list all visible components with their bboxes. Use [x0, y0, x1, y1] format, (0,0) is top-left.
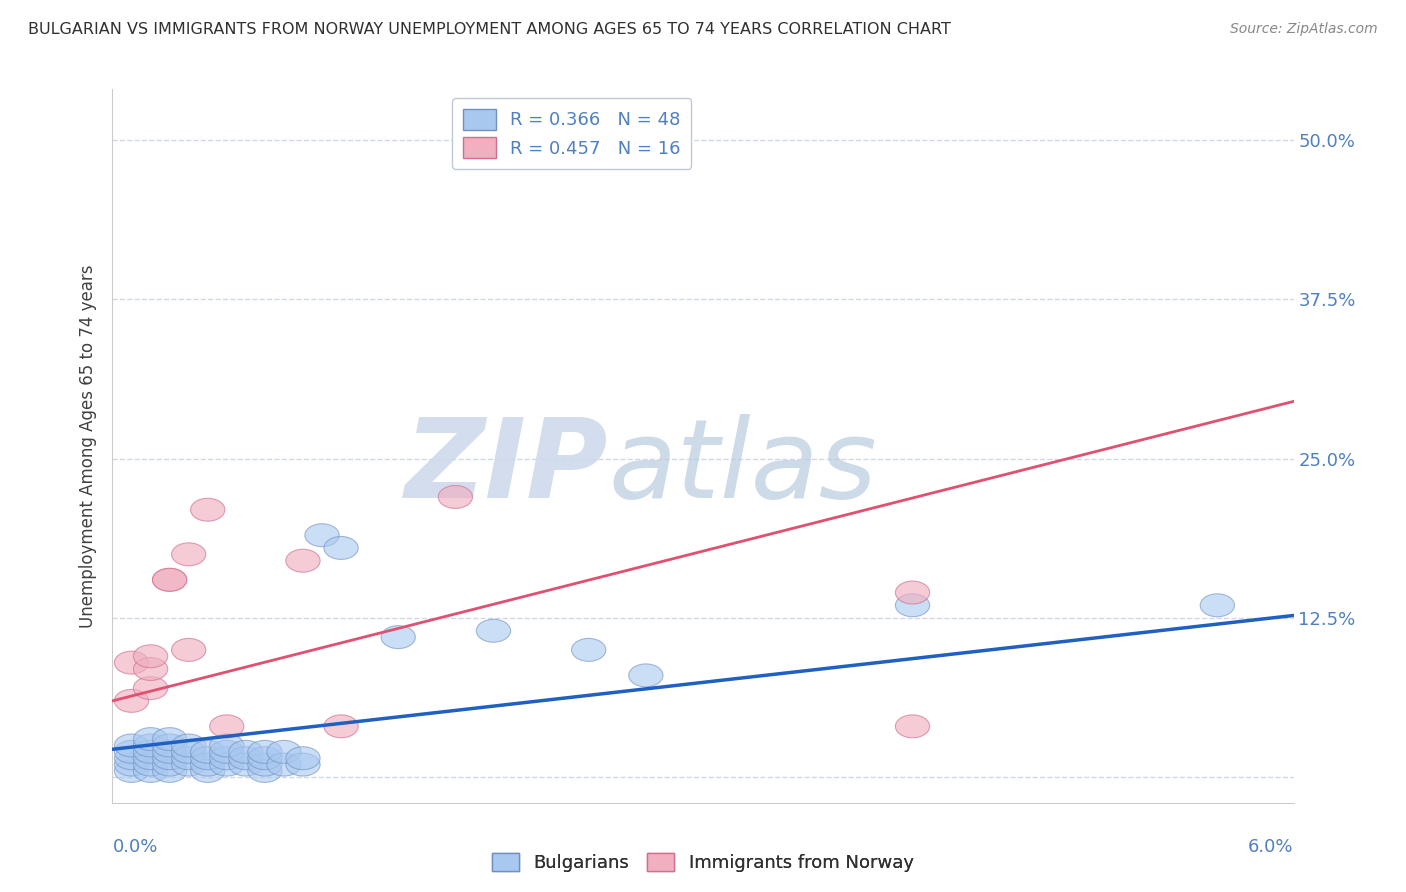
Ellipse shape	[134, 677, 167, 699]
Ellipse shape	[172, 639, 205, 661]
Ellipse shape	[152, 747, 187, 770]
Ellipse shape	[209, 747, 243, 770]
Ellipse shape	[114, 734, 149, 757]
Ellipse shape	[267, 753, 301, 776]
Ellipse shape	[305, 524, 339, 547]
Ellipse shape	[209, 740, 243, 764]
Text: BULGARIAN VS IMMIGRANTS FROM NORWAY UNEMPLOYMENT AMONG AGES 65 TO 74 YEARS CORRE: BULGARIAN VS IMMIGRANTS FROM NORWAY UNEM…	[28, 22, 950, 37]
Text: Source: ZipAtlas.com: Source: ZipAtlas.com	[1230, 22, 1378, 37]
Ellipse shape	[1201, 594, 1234, 616]
Ellipse shape	[152, 753, 187, 776]
Ellipse shape	[209, 734, 243, 757]
Y-axis label: Unemployment Among Ages 65 to 74 years: Unemployment Among Ages 65 to 74 years	[79, 264, 97, 628]
Ellipse shape	[114, 747, 149, 770]
Ellipse shape	[285, 549, 321, 572]
Ellipse shape	[172, 747, 205, 770]
Ellipse shape	[229, 753, 263, 776]
Ellipse shape	[896, 594, 929, 616]
Ellipse shape	[191, 499, 225, 521]
Ellipse shape	[172, 734, 205, 757]
Ellipse shape	[152, 759, 187, 782]
Ellipse shape	[134, 753, 167, 776]
Ellipse shape	[114, 740, 149, 764]
Ellipse shape	[114, 759, 149, 782]
Ellipse shape	[896, 581, 929, 604]
Ellipse shape	[381, 625, 415, 648]
Ellipse shape	[323, 714, 359, 738]
Ellipse shape	[477, 619, 510, 642]
Ellipse shape	[191, 753, 225, 776]
Text: 6.0%: 6.0%	[1249, 838, 1294, 856]
Ellipse shape	[134, 747, 167, 770]
Ellipse shape	[267, 740, 301, 764]
Legend: Bulgarians, Immigrants from Norway: Bulgarians, Immigrants from Norway	[485, 846, 921, 880]
Ellipse shape	[572, 639, 606, 661]
Ellipse shape	[439, 485, 472, 508]
Text: ZIP: ZIP	[405, 414, 609, 521]
Ellipse shape	[114, 753, 149, 776]
Ellipse shape	[134, 728, 167, 750]
Ellipse shape	[247, 753, 283, 776]
Ellipse shape	[134, 759, 167, 782]
Ellipse shape	[152, 740, 187, 764]
Ellipse shape	[209, 714, 243, 738]
Ellipse shape	[172, 740, 205, 764]
Ellipse shape	[229, 740, 263, 764]
Ellipse shape	[152, 568, 187, 591]
Ellipse shape	[172, 753, 205, 776]
Ellipse shape	[191, 747, 225, 770]
Ellipse shape	[152, 568, 187, 591]
Ellipse shape	[285, 753, 321, 776]
Ellipse shape	[323, 536, 359, 559]
Ellipse shape	[172, 543, 205, 566]
Ellipse shape	[134, 645, 167, 668]
Ellipse shape	[285, 747, 321, 770]
Ellipse shape	[134, 734, 167, 757]
Ellipse shape	[229, 747, 263, 770]
Ellipse shape	[247, 740, 283, 764]
Text: 0.0%: 0.0%	[112, 838, 157, 856]
Ellipse shape	[247, 759, 283, 782]
Ellipse shape	[628, 664, 664, 687]
Ellipse shape	[209, 753, 243, 776]
Text: atlas: atlas	[609, 414, 877, 521]
Ellipse shape	[114, 690, 149, 713]
Ellipse shape	[896, 714, 929, 738]
Ellipse shape	[134, 657, 167, 681]
Ellipse shape	[191, 740, 225, 764]
Ellipse shape	[134, 740, 167, 764]
Ellipse shape	[152, 734, 187, 757]
Ellipse shape	[191, 759, 225, 782]
Ellipse shape	[114, 651, 149, 674]
Ellipse shape	[152, 728, 187, 750]
Ellipse shape	[247, 747, 283, 770]
